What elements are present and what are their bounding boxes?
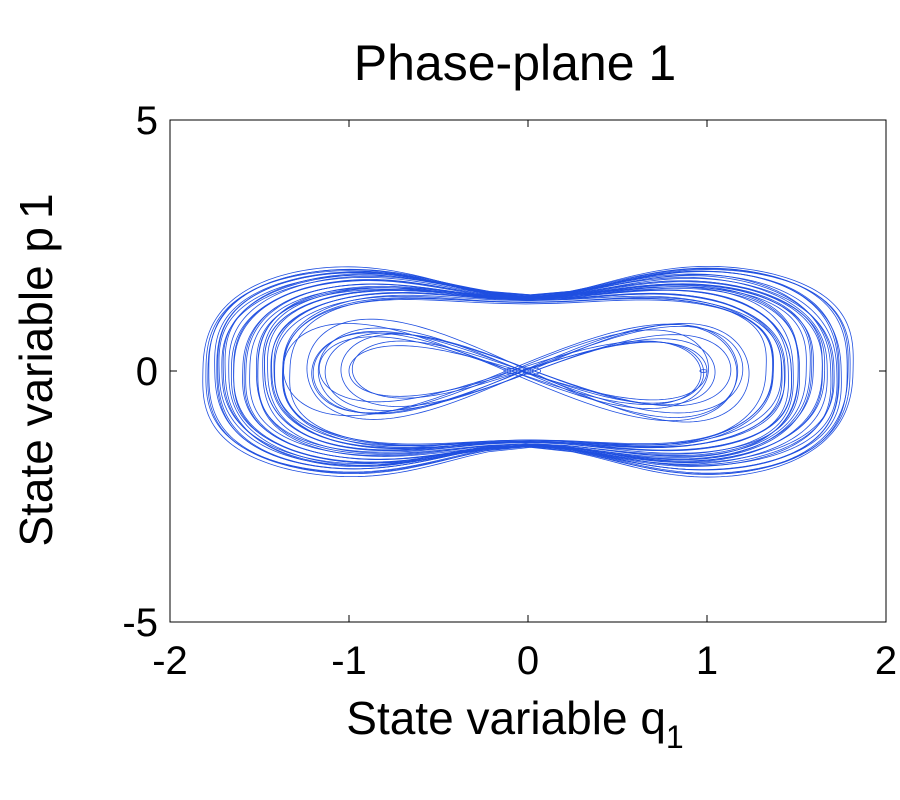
trajectory-loop xyxy=(255,287,801,454)
x-tick-label: 0 xyxy=(517,639,539,683)
trajectory-series xyxy=(202,265,854,478)
x-tick-label: 1 xyxy=(696,639,718,683)
trajectory-loop xyxy=(233,279,823,464)
x-tick-label: -2 xyxy=(152,639,188,683)
x-tick-label: 2 xyxy=(875,639,897,683)
y-tick-label: 0 xyxy=(136,350,158,394)
plot-frame xyxy=(169,119,887,623)
trajectory-loop xyxy=(245,283,811,461)
trajectory-small-loop xyxy=(503,368,517,374)
trajectory-loop xyxy=(243,283,813,461)
trajectory-loop xyxy=(348,341,708,401)
trajectory-loop xyxy=(202,265,854,478)
y-axis-label: State variable p1 xyxy=(10,193,62,546)
chart-title: Phase-plane 1 xyxy=(354,35,676,91)
trajectory-loop xyxy=(282,323,738,422)
trajectory-loop xyxy=(205,269,851,474)
x-tick-label: -1 xyxy=(331,639,367,683)
trajectory-loop xyxy=(267,289,789,452)
x-axis-label: State variable q1 xyxy=(346,692,683,755)
trajectory-small-loop xyxy=(699,369,708,373)
trajectory-loop xyxy=(263,289,793,451)
trajectory-loop xyxy=(218,274,838,467)
trajectory-loop xyxy=(274,295,782,447)
trajectory-loop xyxy=(242,283,814,460)
trajectory-loop xyxy=(306,318,750,423)
trajectory-loop xyxy=(249,286,807,457)
trajectory-loop xyxy=(257,284,799,458)
trajectory-loop xyxy=(216,271,840,471)
trajectory-loop xyxy=(221,276,835,465)
trajectory-small-loop xyxy=(522,367,541,375)
trajectory-loop xyxy=(312,325,744,414)
trajectory-loop xyxy=(257,286,799,456)
trajectory-loop xyxy=(282,294,774,448)
trajectory-loop xyxy=(311,329,709,414)
trajectory-loop xyxy=(271,292,785,448)
y-tick-label: 5 xyxy=(136,99,158,143)
trajectory-loop xyxy=(351,340,705,404)
axis-tick-labels: -2 -1 0 1 2 -5 0 5 xyxy=(122,99,897,683)
y-tick-label: -5 xyxy=(122,601,158,645)
trajectory-loop xyxy=(222,274,834,467)
axis-ticks xyxy=(169,119,887,623)
trajectory-loop xyxy=(207,268,849,475)
trajectory-loop xyxy=(317,324,739,418)
